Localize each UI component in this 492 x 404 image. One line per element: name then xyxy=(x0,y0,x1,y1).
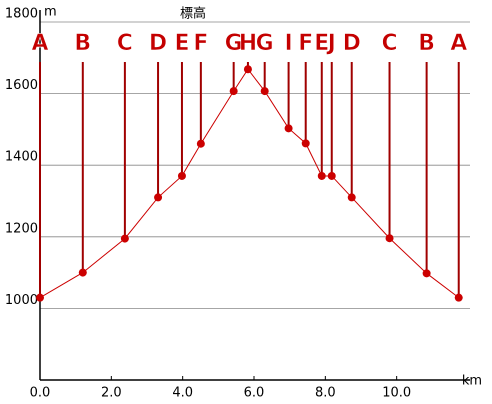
x-axis-label: km xyxy=(462,374,482,389)
waypoint-marker xyxy=(196,139,205,148)
waypoint-label: D xyxy=(343,31,361,56)
waypoint-label: A xyxy=(450,31,467,56)
y-tick-label: 1600 xyxy=(5,78,38,93)
waypoint-marker xyxy=(327,171,336,180)
y-tick-label: 1400 xyxy=(5,150,38,165)
y-tick-label: 1200 xyxy=(5,221,38,236)
waypoint-marker xyxy=(317,171,326,180)
waypoint-label: G xyxy=(256,31,274,56)
waypoint-marker xyxy=(154,193,163,202)
x-tick-label: 8.0 xyxy=(315,386,336,401)
waypoint-label: I xyxy=(285,31,293,56)
waypoint-label: E xyxy=(174,31,189,56)
waypoint-marker xyxy=(78,268,87,277)
waypoint-label: B xyxy=(418,31,435,56)
x-tick-label: 6.0 xyxy=(244,386,265,401)
y-axis-label: m xyxy=(44,5,57,20)
waypoint-marker xyxy=(385,234,394,243)
waypoint-marker xyxy=(177,171,186,180)
waypoint-label: G xyxy=(225,31,243,56)
waypoint-marker xyxy=(243,65,252,74)
waypoint-marker xyxy=(422,269,431,278)
waypoint-marker xyxy=(301,139,310,148)
y-tick-label: 1000 xyxy=(5,293,38,308)
waypoint-marker xyxy=(120,234,129,243)
waypoint-marker xyxy=(284,124,293,133)
waypoint-marker xyxy=(260,87,269,96)
waypoint-label: F xyxy=(298,31,313,56)
waypoint-label: J xyxy=(326,31,336,56)
waypoint-label: C xyxy=(117,31,133,56)
profile-line xyxy=(39,68,460,299)
waypoint-marker xyxy=(347,193,356,202)
waypoint-label: B xyxy=(74,31,91,56)
waypoint-marker xyxy=(229,87,238,96)
waypoint-marker xyxy=(36,293,44,302)
y-tick-label: 1800 xyxy=(5,7,38,22)
waypoint-label: E xyxy=(314,31,329,56)
x-tick-label: 0.0 xyxy=(30,386,51,401)
x-tick-label: 10.0 xyxy=(382,386,411,401)
waypoint-marker xyxy=(454,293,463,302)
chart-title: 標高 xyxy=(180,6,206,22)
waypoint-label: D xyxy=(149,31,167,56)
waypoint-label: H xyxy=(239,31,257,56)
x-tick-label: 2.0 xyxy=(101,386,122,401)
waypoint-label: F xyxy=(193,31,208,56)
waypoint-label: A xyxy=(31,31,48,56)
waypoint-label: C xyxy=(381,31,397,56)
x-tick-label: 4.0 xyxy=(172,386,193,401)
